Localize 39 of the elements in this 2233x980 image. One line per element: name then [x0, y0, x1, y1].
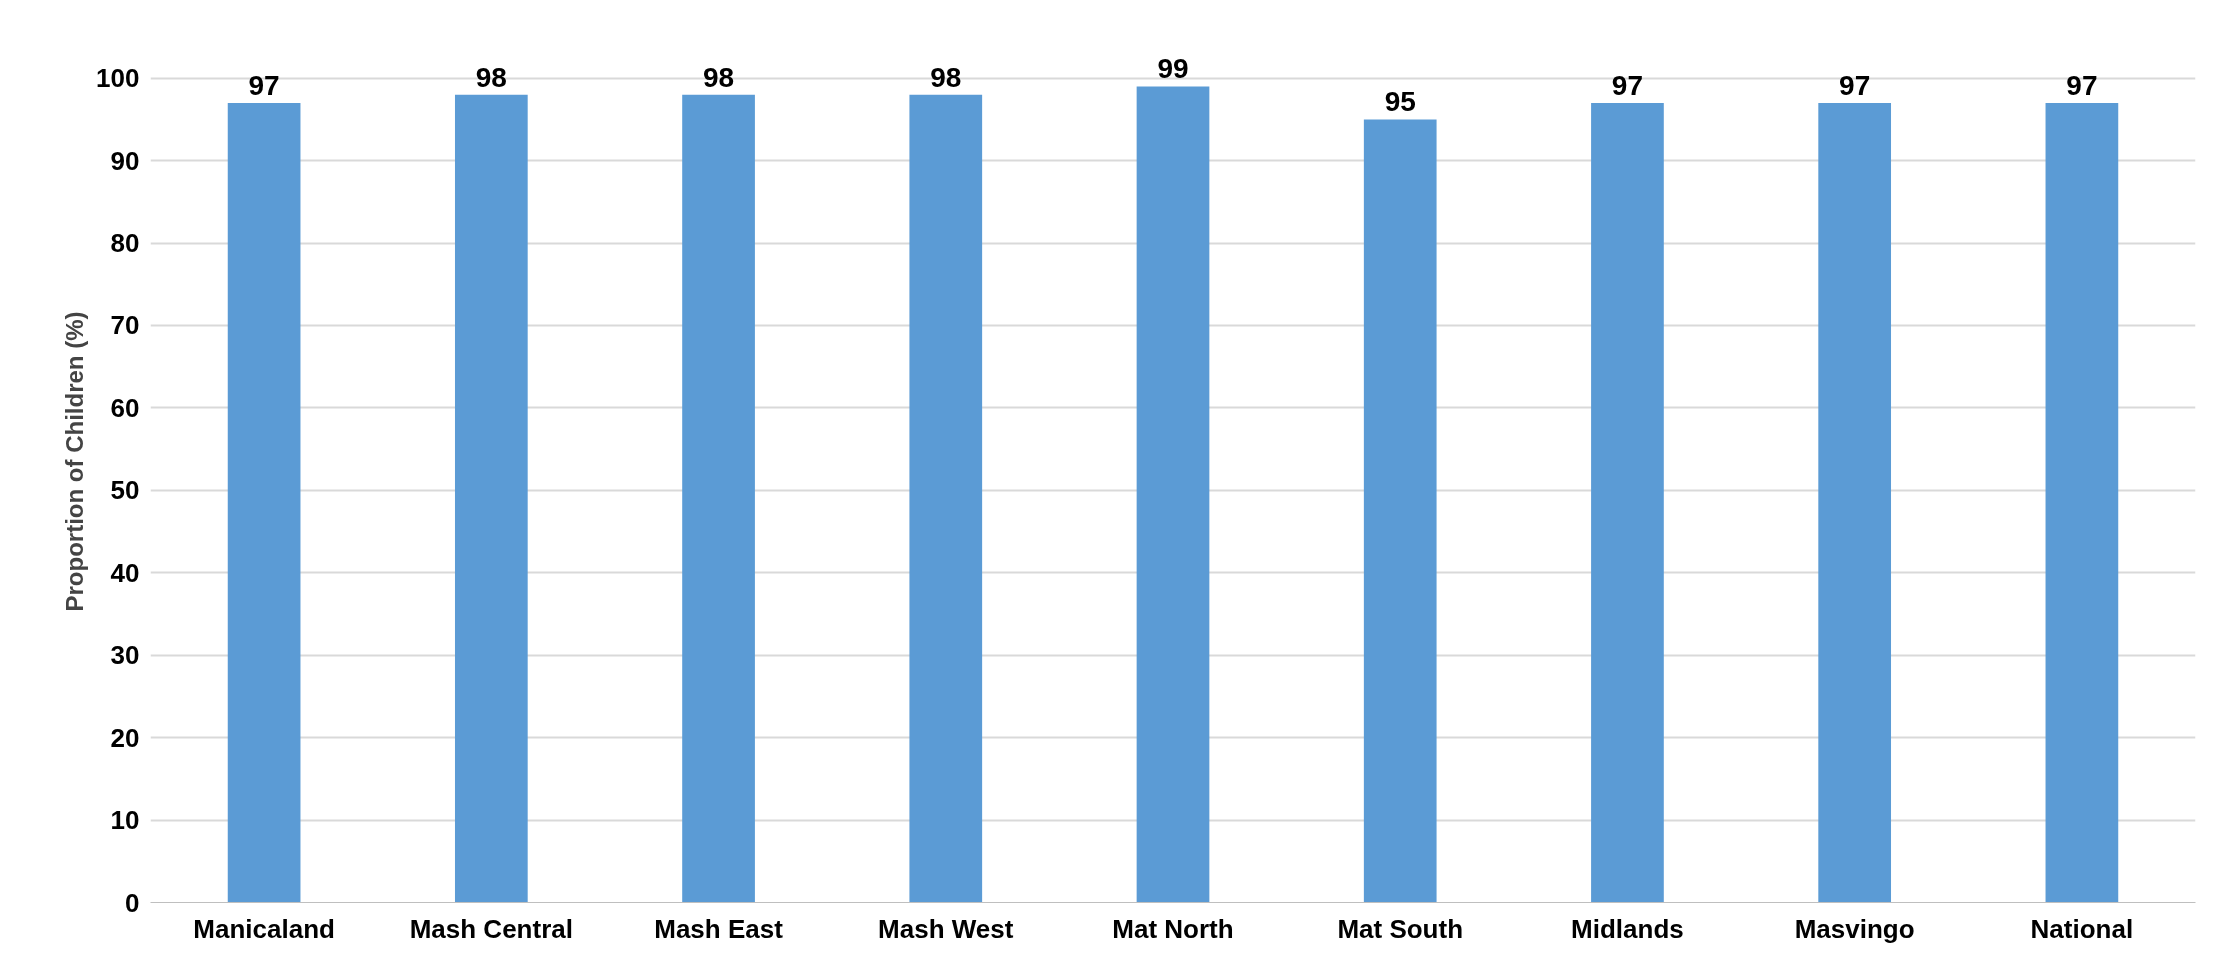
y-tick-label: 60 — [110, 392, 140, 423]
data-label: 97 — [248, 69, 280, 101]
x-tick-label: Mat South — [1337, 913, 1464, 944]
y-tick-label: 100 — [96, 63, 140, 94]
bar — [1818, 102, 1892, 903]
data-label: 97 — [1839, 69, 1871, 101]
x-tick-label: Midlands — [1571, 913, 1684, 944]
bar — [2045, 102, 2119, 903]
data-label: 95 — [1384, 86, 1416, 118]
data-label: 97 — [2066, 69, 2098, 101]
x-tick-label: National — [2030, 913, 2134, 944]
data-label: 98 — [930, 61, 962, 93]
y-tick-label: 0 — [125, 887, 140, 918]
bar — [454, 94, 528, 903]
y-tick-label: 10 — [110, 805, 140, 836]
y-tick-label: 20 — [110, 722, 140, 753]
data-label: 97 — [1611, 69, 1644, 101]
y-tick-label: 30 — [110, 640, 140, 671]
y-tick-label: 70 — [110, 310, 140, 341]
data-label: 98 — [475, 61, 507, 93]
x-tick-label: Mat North — [1112, 913, 1234, 944]
y-tick-label: 80 — [110, 228, 140, 259]
data-label: 98 — [702, 61, 735, 93]
bar — [682, 94, 755, 903]
x-tick-label: Manicaland — [193, 913, 335, 944]
bar — [909, 94, 983, 903]
x-tick-label: Masvingo — [1794, 913, 1915, 944]
y-tick-label: 50 — [110, 475, 140, 506]
bar — [1591, 102, 1664, 903]
y-axis-title: Proportion of Children (%) — [61, 311, 89, 612]
bar — [227, 102, 301, 903]
x-tick-label: Mash Central — [409, 913, 573, 944]
y-tick-label: 90 — [110, 145, 140, 176]
data-label: 99 — [1157, 53, 1189, 85]
x-tick-label: Mash East — [654, 913, 784, 944]
bar — [1363, 119, 1437, 903]
bar — [1136, 86, 1210, 903]
y-tick-label: 40 — [110, 557, 140, 588]
x-tick-label: Mash West — [878, 913, 1014, 944]
